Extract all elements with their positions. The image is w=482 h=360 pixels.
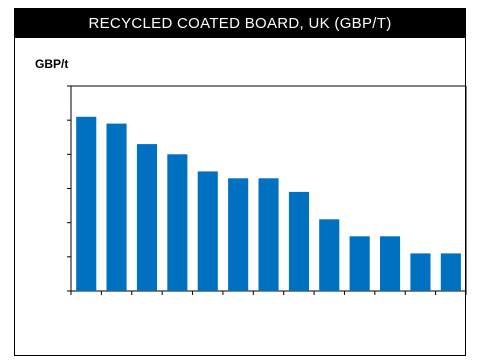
ticks-group xyxy=(67,85,467,295)
bar-7 xyxy=(258,178,279,292)
chart-title: RECYCLED COATED BOARD, UK (GBP/T) xyxy=(15,9,465,38)
bar-13 xyxy=(440,253,461,291)
bar-2 xyxy=(106,123,127,291)
bar-6 xyxy=(228,178,249,292)
bar-3 xyxy=(136,144,157,291)
bar-5 xyxy=(197,171,218,291)
y-axis-label: GBP/t xyxy=(35,57,69,71)
bars-group xyxy=(76,116,461,292)
bar-8 xyxy=(288,191,309,291)
bar-1 xyxy=(76,116,97,292)
bar-11 xyxy=(380,236,401,291)
bar-4 xyxy=(167,154,188,291)
bar-10 xyxy=(349,236,370,291)
bar-9 xyxy=(319,219,340,292)
bar-12 xyxy=(410,253,431,291)
